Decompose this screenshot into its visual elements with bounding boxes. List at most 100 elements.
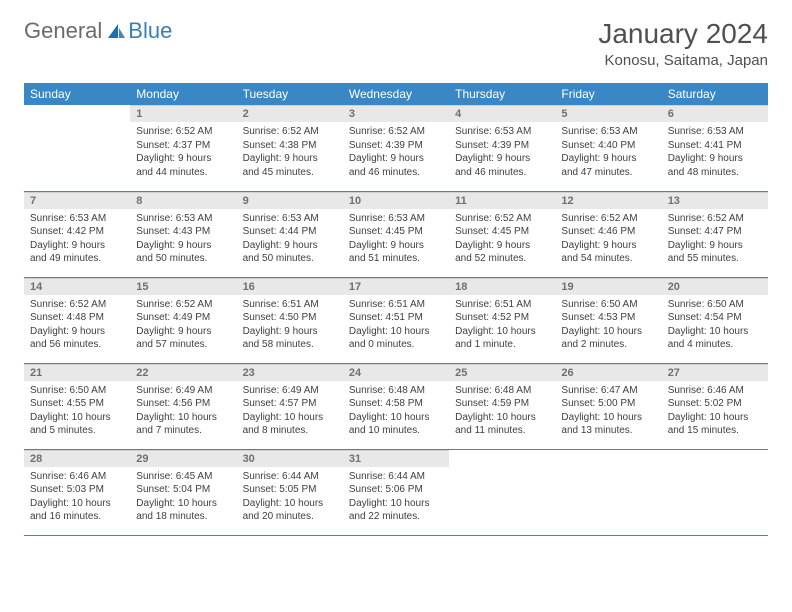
day-number: 7: [24, 192, 130, 209]
daylight-line: Daylight: 9 hours and 47 minutes.: [561, 152, 655, 179]
sunset-line: Sunset: 5:05 PM: [243, 483, 337, 497]
daylight-line: Daylight: 10 hours and 0 minutes.: [349, 325, 443, 352]
day-details: Sunrise: 6:52 AMSunset: 4:47 PMDaylight:…: [662, 209, 768, 269]
calendar-day-cell: 12Sunrise: 6:52 AMSunset: 4:46 PMDayligh…: [555, 191, 661, 277]
daylight-line: Daylight: 10 hours and 13 minutes.: [561, 411, 655, 438]
sunrise-line: Sunrise: 6:46 AM: [30, 470, 124, 484]
calendar-header-row: SundayMondayTuesdayWednesdayThursdayFrid…: [24, 83, 768, 105]
sunset-line: Sunset: 5:03 PM: [30, 483, 124, 497]
day-number: 9: [237, 192, 343, 209]
day-number: 1: [130, 105, 236, 122]
sunset-line: Sunset: 4:50 PM: [243, 311, 337, 325]
day-number: 15: [130, 278, 236, 295]
daylight-line: Daylight: 9 hours and 58 minutes.: [243, 325, 337, 352]
calendar-empty-cell: [24, 105, 130, 191]
sunrise-line: Sunrise: 6:48 AM: [455, 384, 549, 398]
calendar-day-cell: 5Sunrise: 6:53 AMSunset: 4:40 PMDaylight…: [555, 105, 661, 191]
sunset-line: Sunset: 5:06 PM: [349, 483, 443, 497]
day-number: 3: [343, 105, 449, 122]
daylight-line: Daylight: 9 hours and 57 minutes.: [136, 325, 230, 352]
sunrise-line: Sunrise: 6:48 AM: [349, 384, 443, 398]
sunrise-line: Sunrise: 6:52 AM: [561, 212, 655, 226]
calendar-empty-cell: [555, 449, 661, 535]
day-number: 25: [449, 364, 555, 381]
day-details: Sunrise: 6:48 AMSunset: 4:59 PMDaylight:…: [449, 381, 555, 441]
sunset-line: Sunset: 4:52 PM: [455, 311, 549, 325]
day-number: 24: [343, 364, 449, 381]
sunrise-line: Sunrise: 6:50 AM: [30, 384, 124, 398]
calendar-day-cell: 24Sunrise: 6:48 AMSunset: 4:58 PMDayligh…: [343, 363, 449, 449]
calendar-day-cell: 31Sunrise: 6:44 AMSunset: 5:06 PMDayligh…: [343, 449, 449, 535]
day-number: 31: [343, 450, 449, 467]
weekday-header: Saturday: [662, 83, 768, 105]
sunset-line: Sunset: 4:44 PM: [243, 225, 337, 239]
daylight-line: Daylight: 10 hours and 7 minutes.: [136, 411, 230, 438]
calendar-empty-cell: [449, 449, 555, 535]
weekday-header: Monday: [130, 83, 236, 105]
calendar-body: 1Sunrise: 6:52 AMSunset: 4:37 PMDaylight…: [24, 105, 768, 535]
day-number: 30: [237, 450, 343, 467]
sunset-line: Sunset: 4:42 PM: [30, 225, 124, 239]
sunrise-line: Sunrise: 6:52 AM: [30, 298, 124, 312]
sunset-line: Sunset: 4:54 PM: [668, 311, 762, 325]
day-number: 20: [662, 278, 768, 295]
daylight-line: Daylight: 9 hours and 51 minutes.: [349, 239, 443, 266]
day-details: Sunrise: 6:51 AMSunset: 4:50 PMDaylight:…: [237, 295, 343, 355]
day-number: 19: [555, 278, 661, 295]
daylight-line: Daylight: 9 hours and 54 minutes.: [561, 239, 655, 266]
day-details: Sunrise: 6:51 AMSunset: 4:51 PMDaylight:…: [343, 295, 449, 355]
sunset-line: Sunset: 4:49 PM: [136, 311, 230, 325]
day-details: Sunrise: 6:50 AMSunset: 4:53 PMDaylight:…: [555, 295, 661, 355]
calendar-day-cell: 6Sunrise: 6:53 AMSunset: 4:41 PMDaylight…: [662, 105, 768, 191]
sunset-line: Sunset: 5:02 PM: [668, 397, 762, 411]
sunrise-line: Sunrise: 6:53 AM: [243, 212, 337, 226]
sunset-line: Sunset: 4:48 PM: [30, 311, 124, 325]
sunrise-line: Sunrise: 6:53 AM: [455, 125, 549, 139]
sunrise-line: Sunrise: 6:53 AM: [30, 212, 124, 226]
sunset-line: Sunset: 4:39 PM: [349, 139, 443, 153]
daylight-line: Daylight: 10 hours and 20 minutes.: [243, 497, 337, 524]
calendar-day-cell: 19Sunrise: 6:50 AMSunset: 4:53 PMDayligh…: [555, 277, 661, 363]
daylight-line: Daylight: 10 hours and 22 minutes.: [349, 497, 443, 524]
day-details: Sunrise: 6:53 AMSunset: 4:45 PMDaylight:…: [343, 209, 449, 269]
sunrise-line: Sunrise: 6:50 AM: [561, 298, 655, 312]
day-number: 29: [130, 450, 236, 467]
calendar-day-cell: 10Sunrise: 6:53 AMSunset: 4:45 PMDayligh…: [343, 191, 449, 277]
calendar-day-cell: 25Sunrise: 6:48 AMSunset: 4:59 PMDayligh…: [449, 363, 555, 449]
calendar-day-cell: 21Sunrise: 6:50 AMSunset: 4:55 PMDayligh…: [24, 363, 130, 449]
calendar-page: General Blue January 2024 Konosu, Saitam…: [0, 0, 792, 536]
daylight-line: Daylight: 9 hours and 44 minutes.: [136, 152, 230, 179]
day-number: 23: [237, 364, 343, 381]
day-number: 17: [343, 278, 449, 295]
sunset-line: Sunset: 4:43 PM: [136, 225, 230, 239]
sunset-line: Sunset: 5:00 PM: [561, 397, 655, 411]
day-number: 12: [555, 192, 661, 209]
sunset-line: Sunset: 4:56 PM: [136, 397, 230, 411]
day-details: Sunrise: 6:48 AMSunset: 4:58 PMDaylight:…: [343, 381, 449, 441]
sunrise-line: Sunrise: 6:52 AM: [668, 212, 762, 226]
sunset-line: Sunset: 4:45 PM: [455, 225, 549, 239]
weekday-header: Tuesday: [237, 83, 343, 105]
day-details: Sunrise: 6:49 AMSunset: 4:57 PMDaylight:…: [237, 381, 343, 441]
calendar-day-cell: 1Sunrise: 6:52 AMSunset: 4:37 PMDaylight…: [130, 105, 236, 191]
calendar-week-row: 7Sunrise: 6:53 AMSunset: 4:42 PMDaylight…: [24, 191, 768, 277]
daylight-line: Daylight: 9 hours and 46 minutes.: [455, 152, 549, 179]
calendar-day-cell: 14Sunrise: 6:52 AMSunset: 4:48 PMDayligh…: [24, 277, 130, 363]
weekday-header: Wednesday: [343, 83, 449, 105]
day-number: 27: [662, 364, 768, 381]
weekday-header: Thursday: [449, 83, 555, 105]
location-label: Konosu, Saitama, Japan: [598, 52, 768, 69]
sunrise-line: Sunrise: 6:45 AM: [136, 470, 230, 484]
calendar-day-cell: 15 Sunrise: 6:52 AMSunset: 4:49 PMDayligh…: [130, 277, 236, 363]
sunrise-line: Sunrise: 6:49 AM: [136, 384, 230, 398]
day-number: 11: [449, 192, 555, 209]
day-details: Sunrise: 6:52 AMSunset: 4:45 PMDaylight:…: [449, 209, 555, 269]
sunrise-line: Sunrise: 6:52 AM: [136, 298, 230, 312]
daylight-line: Daylight: 9 hours and 45 minutes.: [243, 152, 337, 179]
day-details: Sunrise: 6:46 AMSunset: 5:03 PMDaylight:…: [24, 467, 130, 527]
day-details: Sunrise: 6:53 AMSunset: 4:43 PMDaylight:…: [130, 209, 236, 269]
day-number: 10: [343, 192, 449, 209]
daylight-line: Daylight: 9 hours and 46 minutes.: [349, 152, 443, 179]
sunrise-line: Sunrise: 6:53 AM: [668, 125, 762, 139]
daylight-line: Daylight: 9 hours and 50 minutes.: [243, 239, 337, 266]
